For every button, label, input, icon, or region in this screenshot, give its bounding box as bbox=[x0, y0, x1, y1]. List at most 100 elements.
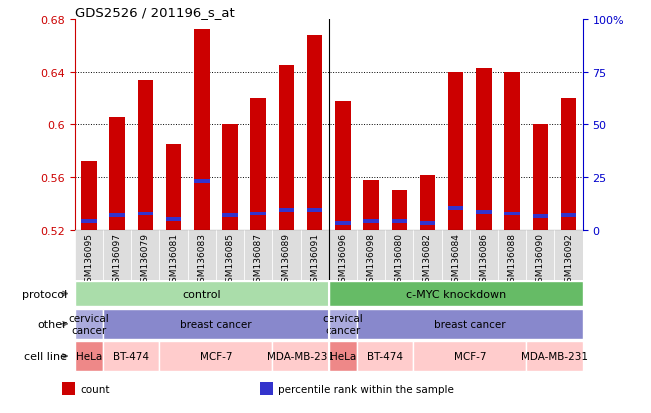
Text: GSM136088: GSM136088 bbox=[508, 233, 517, 288]
Bar bbox=[166, 217, 182, 221]
Bar bbox=[137, 81, 153, 230]
Text: breast cancer: breast cancer bbox=[434, 319, 506, 329]
Text: HeLa: HeLa bbox=[76, 351, 102, 361]
Text: GSM136098: GSM136098 bbox=[367, 233, 376, 288]
Bar bbox=[103, 230, 132, 280]
Bar bbox=[187, 230, 216, 280]
Text: cervical
cancer: cervical cancer bbox=[322, 313, 363, 335]
Bar bbox=[561, 214, 576, 217]
Bar bbox=[476, 69, 492, 230]
Text: c-MYC knockdown: c-MYC knockdown bbox=[406, 289, 506, 299]
Bar bbox=[561, 99, 576, 230]
Text: MCF-7: MCF-7 bbox=[454, 351, 486, 361]
Bar bbox=[413, 341, 526, 371]
Bar bbox=[335, 102, 351, 230]
Text: GSM136091: GSM136091 bbox=[310, 233, 319, 288]
Bar bbox=[357, 341, 413, 371]
Text: control: control bbox=[182, 289, 221, 299]
Text: other: other bbox=[37, 319, 67, 329]
Bar bbox=[357, 230, 385, 280]
Text: GSM136084: GSM136084 bbox=[451, 233, 460, 288]
Bar bbox=[222, 214, 238, 217]
Text: GSM136085: GSM136085 bbox=[225, 233, 234, 288]
Text: GSM136081: GSM136081 bbox=[169, 233, 178, 288]
Bar bbox=[448, 207, 464, 211]
Bar bbox=[75, 341, 103, 371]
Text: MDA-MB-231: MDA-MB-231 bbox=[521, 351, 588, 361]
Bar bbox=[526, 341, 583, 371]
Bar bbox=[335, 221, 351, 225]
Text: GSM136089: GSM136089 bbox=[282, 233, 291, 288]
Text: cervical
cancer: cervical cancer bbox=[68, 313, 109, 335]
Text: GSM136082: GSM136082 bbox=[423, 233, 432, 288]
Text: BT-474: BT-474 bbox=[113, 351, 149, 361]
Bar bbox=[329, 281, 583, 307]
Text: GDS2526 / 201196_s_at: GDS2526 / 201196_s_at bbox=[75, 6, 234, 19]
Bar bbox=[476, 211, 492, 215]
Text: GSM136087: GSM136087 bbox=[254, 233, 263, 288]
Bar bbox=[272, 341, 329, 371]
Bar bbox=[470, 230, 498, 280]
Bar bbox=[132, 230, 159, 280]
Bar bbox=[166, 145, 182, 230]
Bar bbox=[385, 230, 413, 280]
Text: GSM136096: GSM136096 bbox=[339, 233, 348, 288]
Bar bbox=[103, 309, 329, 339]
Bar bbox=[357, 309, 583, 339]
Text: GSM136095: GSM136095 bbox=[85, 233, 94, 288]
Bar bbox=[279, 208, 294, 212]
Bar bbox=[159, 230, 187, 280]
Bar bbox=[272, 230, 301, 280]
Text: BT-474: BT-474 bbox=[367, 351, 403, 361]
Text: HeLa: HeLa bbox=[330, 351, 356, 361]
Bar bbox=[307, 36, 322, 230]
Bar bbox=[279, 66, 294, 230]
Text: GSM136080: GSM136080 bbox=[395, 233, 404, 288]
Bar bbox=[329, 341, 357, 371]
Bar bbox=[75, 309, 103, 339]
Text: GSM136097: GSM136097 bbox=[113, 233, 122, 288]
Bar bbox=[363, 220, 379, 224]
Text: GSM136090: GSM136090 bbox=[536, 233, 545, 288]
Bar bbox=[222, 125, 238, 230]
Bar bbox=[251, 212, 266, 216]
Text: count: count bbox=[80, 384, 109, 394]
Bar bbox=[533, 125, 548, 230]
Bar bbox=[159, 341, 272, 371]
Bar bbox=[301, 230, 329, 280]
Bar bbox=[505, 73, 520, 230]
Text: MCF-7: MCF-7 bbox=[200, 351, 232, 361]
Bar bbox=[420, 175, 436, 230]
Bar bbox=[194, 31, 210, 230]
Bar bbox=[329, 309, 357, 339]
Bar bbox=[194, 179, 210, 183]
Bar bbox=[260, 382, 273, 395]
Text: protocol: protocol bbox=[21, 289, 67, 299]
Text: GSM136079: GSM136079 bbox=[141, 233, 150, 288]
Bar bbox=[413, 230, 441, 280]
Bar bbox=[533, 215, 548, 218]
Bar bbox=[498, 230, 526, 280]
Text: GSM136086: GSM136086 bbox=[479, 233, 488, 288]
Bar bbox=[103, 341, 159, 371]
Bar bbox=[363, 180, 379, 230]
Bar bbox=[244, 230, 272, 280]
Bar bbox=[555, 230, 583, 280]
Bar bbox=[81, 220, 97, 224]
Bar bbox=[391, 220, 407, 224]
Text: cell line: cell line bbox=[24, 351, 67, 361]
Bar bbox=[81, 162, 97, 230]
Bar bbox=[505, 212, 520, 216]
Text: breast cancer: breast cancer bbox=[180, 319, 252, 329]
Bar bbox=[216, 230, 244, 280]
Bar bbox=[448, 73, 464, 230]
Bar bbox=[420, 221, 436, 225]
Bar bbox=[75, 230, 103, 280]
Bar bbox=[137, 212, 153, 216]
Text: MDA-MB-231: MDA-MB-231 bbox=[267, 351, 334, 361]
Bar bbox=[62, 382, 75, 395]
Bar bbox=[329, 230, 357, 280]
Bar bbox=[109, 214, 125, 217]
Bar bbox=[75, 281, 329, 307]
Bar bbox=[251, 99, 266, 230]
